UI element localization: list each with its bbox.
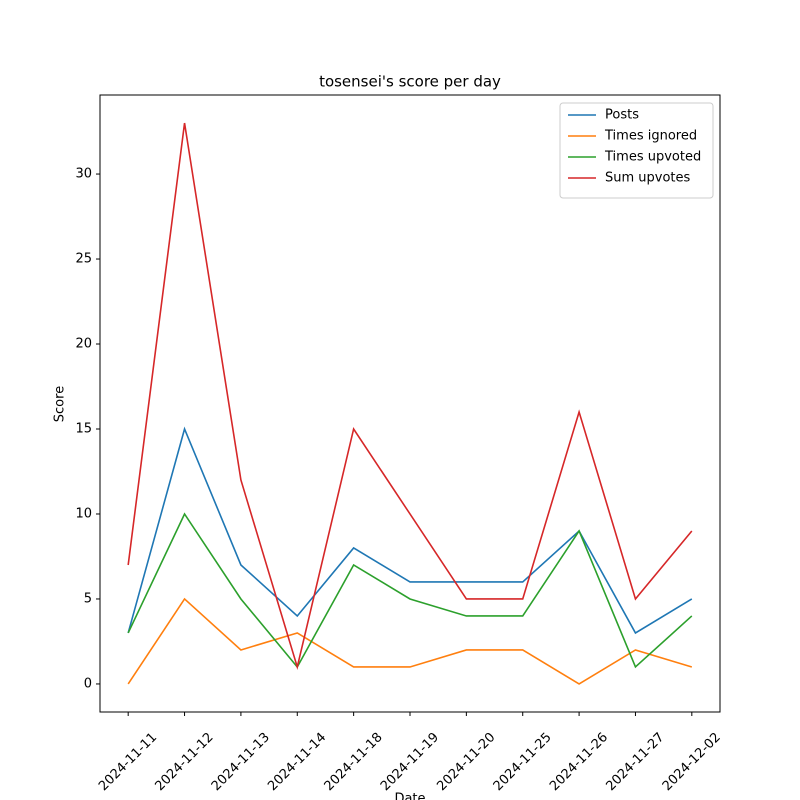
chart-title: tosensei's score per day — [319, 73, 501, 91]
y-axis-label: Score — [53, 386, 68, 422]
data-line — [127, 512, 693, 669]
legend-label: Sum upvotes — [605, 171, 691, 186]
x-tick-label: 2024-11-27 — [603, 730, 667, 794]
y-tick-label: 10 — [75, 506, 92, 521]
x-tick-label: 2024-11-25 — [491, 730, 555, 794]
data-line — [127, 122, 693, 671]
x-tick-label: 2024-11-14 — [265, 730, 329, 794]
y-tick-label: 25 — [75, 252, 92, 267]
plot-frame — [99, 94, 721, 713]
legend-label: Times upvoted — [604, 150, 701, 165]
y-tick-label: 30 — [75, 167, 92, 182]
x-tick-label: 2024-11-12 — [153, 730, 217, 794]
y-tick-label: 20 — [75, 337, 92, 352]
x-tick-label: 2024-11-19 — [378, 730, 442, 794]
x-tick-label: 2024-11-20 — [434, 730, 498, 794]
y-tick-label: 0 — [84, 676, 92, 691]
x-tick-label: 2024-12-02 — [660, 730, 724, 794]
legend-label: Times ignored — [604, 129, 697, 144]
x-tick-label: 2024-11-11 — [96, 730, 160, 794]
legend-box — [559, 102, 714, 199]
x-axis-label: Date — [394, 792, 425, 800]
y-tick-label: 5 — [84, 591, 92, 606]
data-line — [127, 597, 693, 685]
data-line — [127, 426, 693, 635]
x-tick-label: 2024-11-26 — [547, 730, 611, 794]
y-tick-label: 15 — [75, 421, 92, 436]
legend-label: Posts — [605, 108, 639, 123]
x-tick-label: 2024-11-18 — [322, 730, 386, 794]
x-tick-label: 2024-11-13 — [209, 730, 273, 794]
